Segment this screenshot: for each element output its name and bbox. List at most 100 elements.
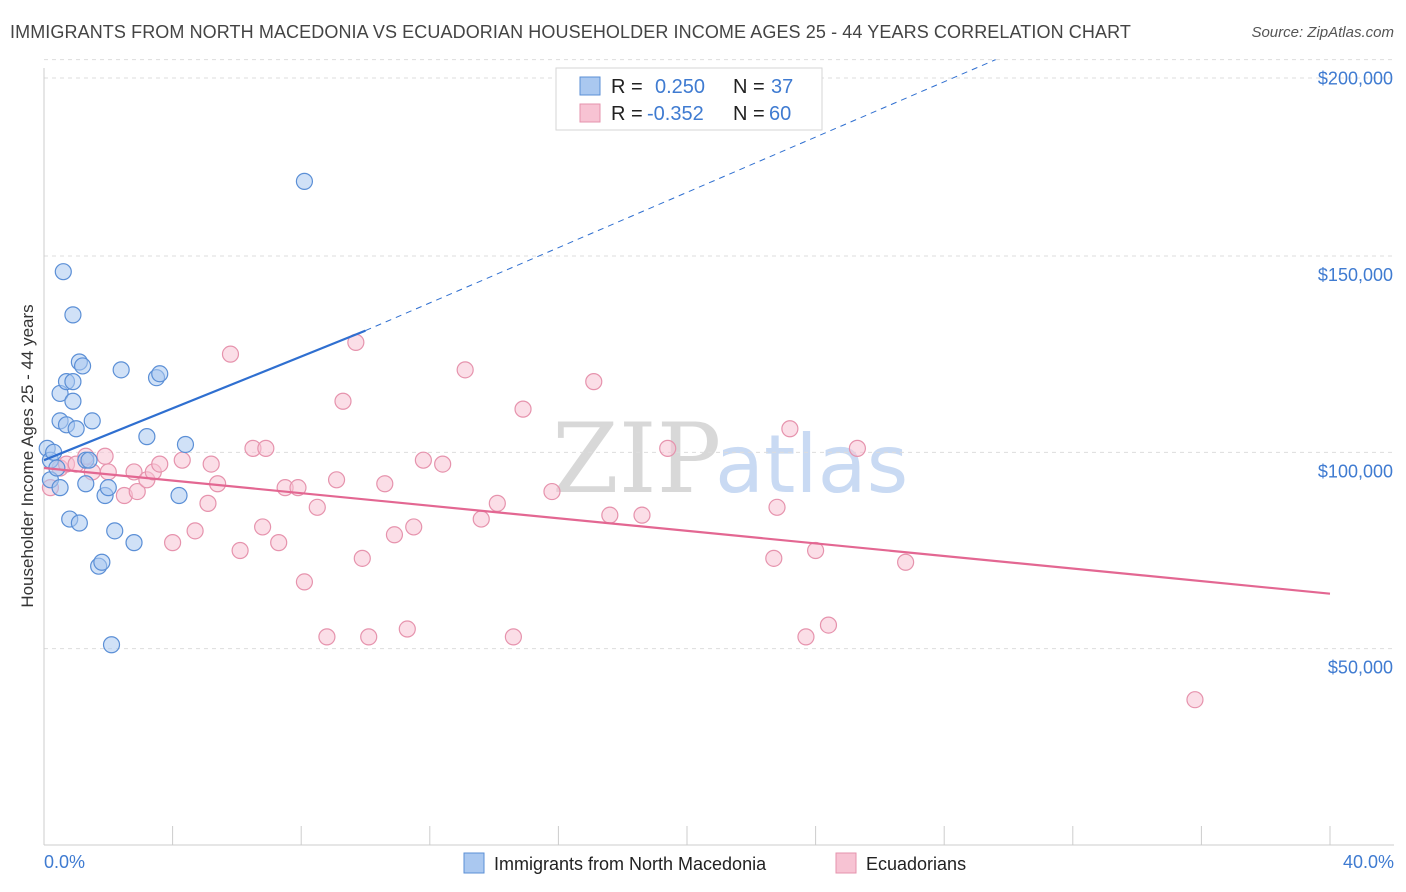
ecuadorians-point	[385, 526, 404, 544]
ecuadorians-point	[128, 482, 146, 501]
trend-lines	[43, 59, 1331, 595]
north-macedonia-trend-extension	[365, 59, 996, 332]
legend-bottom-swatch-pink	[835, 852, 857, 874]
ecuadorians-point	[819, 616, 838, 634]
north-macedonia-point	[138, 428, 156, 446]
ecuadorians-point	[231, 541, 249, 560]
ecuadorians-point	[768, 498, 786, 516]
north-macedonia-point	[99, 479, 117, 497]
ecuadorians-point	[99, 463, 117, 481]
legend-r-label-pink: R =	[611, 103, 643, 125]
ecuadorians-point	[318, 628, 336, 646]
legend-stats: R = 0.250 N = 37 R = -0.352 N = 60	[555, 67, 823, 131]
y-axis-label: Householder Income Ages 25 - 44 years	[18, 304, 37, 607]
north-macedonia-point	[170, 486, 188, 505]
ecuadorians-point	[151, 455, 169, 473]
ecuadorians-point	[353, 549, 371, 567]
chart-title: IMMIGRANTS FROM NORTH MACEDONIA VS ECUAD…	[10, 22, 1131, 42]
ecuadorians-point	[456, 361, 474, 379]
ecuadorians-point	[585, 373, 603, 391]
ecuadorians-point	[295, 573, 314, 591]
north-macedonia-point	[54, 263, 72, 281]
ecuadorians-point	[797, 628, 815, 646]
ecuadorians-point	[334, 392, 352, 410]
y-tick-label: $50,000	[1328, 658, 1393, 678]
ecuadorians-point	[257, 439, 275, 457]
ecuadorians-point	[199, 494, 217, 512]
watermark-zip: ZIP	[552, 403, 721, 515]
x-tick-label-max: 40.0%	[1343, 852, 1394, 872]
ecuadorians-point	[848, 439, 866, 457]
source-credit: Source: ZipAtlas.com	[1251, 24, 1394, 41]
legend-bottom-label-blue: Immigrants from North Macedonia	[494, 854, 767, 874]
legend-r-value-blue: 0.250	[655, 76, 705, 98]
north-macedonia-point	[64, 306, 82, 324]
ecuadorians-trend-line	[43, 466, 1331, 595]
north-macedonia-point	[51, 479, 69, 497]
gridlines	[44, 59, 1394, 650]
ecuadorians-point	[376, 475, 394, 493]
north-macedonia-point	[64, 373, 82, 391]
legend-n-label-blue: N =	[733, 76, 765, 98]
y-tick-label: $150,000	[1318, 265, 1393, 285]
watermark: ZIP atlas	[552, 403, 908, 515]
ecuadorians-point	[270, 534, 288, 552]
ecuadorians-point	[601, 506, 619, 524]
legend-n-value-blue: 37	[771, 76, 793, 98]
legend-swatch-blue	[579, 76, 601, 96]
y-tick-labels: $50,000 $100,000 $150,000 $200,000	[1318, 69, 1393, 678]
watermark-atlas: atlas	[715, 418, 908, 511]
north-macedonia-point	[80, 451, 98, 469]
ecuadorians-point	[659, 439, 677, 457]
ecuadorians-point	[504, 628, 522, 646]
north-macedonia-point	[112, 361, 130, 379]
ecuadorians-point	[173, 451, 191, 469]
x-ticks	[43, 826, 1331, 845]
ecuadorians-point	[1186, 691, 1204, 709]
north-macedonia-trend-line	[43, 329, 366, 462]
legend-n-label-pink: N =	[733, 103, 765, 125]
north-macedonia-point	[102, 636, 121, 654]
north-macedonia-point	[73, 357, 92, 375]
north-macedonia-point	[125, 534, 143, 552]
ecuadorians-point	[186, 522, 204, 540]
ecuadorians-point	[360, 628, 378, 646]
ecuadorians-point	[765, 549, 783, 567]
ecuadorians-point	[514, 400, 532, 418]
north-macedonia-points	[38, 172, 314, 654]
north-macedonia-point	[67, 420, 85, 438]
ecuadorians-point	[308, 498, 326, 516]
ecuadorians-point	[327, 471, 346, 489]
north-macedonia-point	[77, 475, 95, 493]
legend-n-value-pink: 60	[769, 103, 791, 125]
ecuadorians-point	[398, 620, 416, 638]
north-macedonia-point	[151, 365, 169, 383]
ecuadorians-point	[472, 510, 490, 528]
y-tick-label: $200,000	[1318, 69, 1393, 89]
north-macedonia-point	[106, 522, 124, 540]
ecuadorians-point	[202, 455, 220, 473]
ecuadorians-point	[543, 482, 561, 501]
ecuadorians-point	[96, 447, 114, 465]
ecuadorians-point	[488, 494, 506, 512]
north-macedonia-point	[64, 392, 82, 410]
ecuadorians-point	[254, 518, 272, 536]
north-macedonia-point	[83, 412, 101, 430]
ecuadorians-point	[221, 345, 240, 363]
x-tick-label-min: 0.0%	[44, 852, 85, 872]
legend-r-label-blue: R =	[611, 76, 643, 98]
ecuadorians-point	[781, 420, 799, 438]
north-macedonia-point	[176, 435, 195, 454]
legend-swatch-pink	[579, 103, 601, 123]
legend-bottom-swatch-blue	[463, 852, 485, 874]
legend-bottom-label-pink: Ecuadorians	[866, 854, 966, 874]
legend-series: Immigrants from North Macedonia Ecuadori…	[463, 852, 966, 874]
ecuadorians-point	[164, 534, 182, 552]
ecuadorians-point	[633, 506, 651, 524]
ecuadorians-point	[414, 451, 432, 469]
ecuadorians-point	[405, 518, 423, 536]
legend-r-value-pink: -0.352	[647, 103, 704, 125]
north-macedonia-point	[295, 172, 314, 190]
north-macedonia-point	[70, 514, 88, 532]
